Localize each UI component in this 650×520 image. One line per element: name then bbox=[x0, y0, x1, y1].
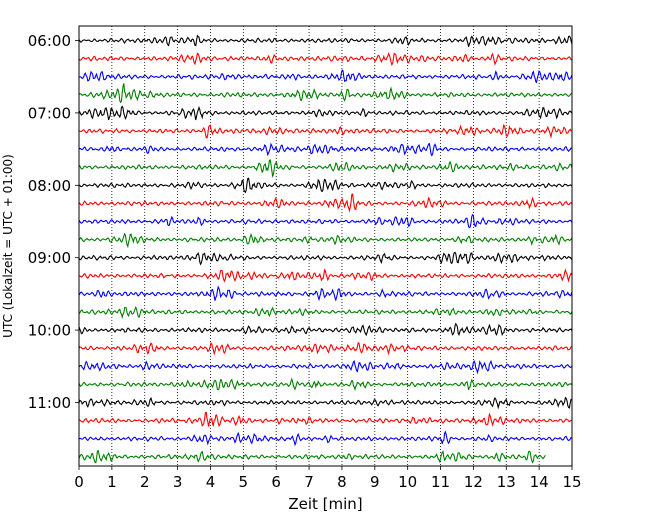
y-tick-label-1: 07:00 bbox=[28, 104, 71, 122]
trace-row-10 bbox=[78, 213, 573, 229]
trace-row-16 bbox=[78, 322, 573, 337]
trace-row-21 bbox=[78, 411, 573, 427]
x-tick-label-2: 2 bbox=[140, 473, 150, 491]
trace-row-0 bbox=[78, 34, 573, 47]
y-tick-label-0: 06:00 bbox=[28, 32, 71, 50]
x-tick-label-1: 1 bbox=[107, 473, 117, 491]
vertical-grid bbox=[111, 26, 540, 466]
trace-row-2 bbox=[78, 69, 573, 84]
y-tick-label-5: 11:00 bbox=[28, 394, 71, 412]
x-tick-label-11: 11 bbox=[431, 473, 450, 491]
plot-frame bbox=[78, 25, 573, 467]
trace-row-7 bbox=[78, 158, 573, 178]
trace-row-22 bbox=[78, 430, 572, 447]
y-tick-label-2: 08:00 bbox=[28, 177, 71, 195]
x-tick-label-3: 3 bbox=[173, 473, 183, 491]
x-tick-label-15: 15 bbox=[562, 473, 581, 491]
trace-row-17 bbox=[78, 341, 572, 356]
trace-row-11 bbox=[78, 232, 573, 249]
y-axis-label: UTC (Lokalzeit = UTC + 01:00) bbox=[1, 154, 15, 338]
y-tick-label-3: 09:00 bbox=[28, 249, 71, 267]
x-tick-label-0: 0 bbox=[74, 473, 84, 491]
trace-row-8 bbox=[78, 177, 573, 194]
trace-row-15 bbox=[78, 305, 573, 320]
x-tick-label-6: 6 bbox=[271, 473, 281, 491]
trace-row-5 bbox=[78, 123, 572, 139]
x-tick-label-8: 8 bbox=[337, 473, 347, 491]
x-tick-label-9: 9 bbox=[370, 473, 380, 491]
trace-row-20 bbox=[78, 396, 572, 410]
x-tick-label-5: 5 bbox=[239, 473, 249, 491]
x-tick-label-12: 12 bbox=[464, 473, 483, 491]
x-axis-ticks: 0 1 2 3 4 5 6 7 8 9 10 11 12 13 14 15 bbox=[74, 466, 582, 491]
y-axis-ticks: 06:00 07:00 08:00 09:00 10:00 11:00 bbox=[28, 32, 79, 412]
x-tick-label-14: 14 bbox=[530, 473, 549, 491]
trace-row-3 bbox=[78, 83, 573, 104]
x-tick-label-13: 13 bbox=[497, 473, 516, 491]
x-tick-label-10: 10 bbox=[398, 473, 417, 491]
trace-row-4 bbox=[78, 105, 573, 121]
x-axis-label: Zeit [min] bbox=[288, 495, 362, 513]
helicorder-traces bbox=[78, 34, 573, 464]
trace-row-12 bbox=[78, 251, 573, 266]
trace-row-6 bbox=[78, 142, 572, 157]
trace-row-14 bbox=[78, 285, 573, 302]
x-tick-label-7: 7 bbox=[304, 473, 314, 491]
trace-row-23 bbox=[78, 449, 546, 464]
trace-row-1 bbox=[78, 52, 573, 66]
x-tick-label-4: 4 bbox=[206, 473, 216, 491]
trace-row-9 bbox=[78, 193, 573, 213]
y-tick-label-4: 10:00 bbox=[28, 322, 71, 340]
trace-row-19 bbox=[78, 377, 573, 392]
trace-row-13 bbox=[78, 268, 573, 283]
trace-row-18 bbox=[78, 359, 573, 375]
